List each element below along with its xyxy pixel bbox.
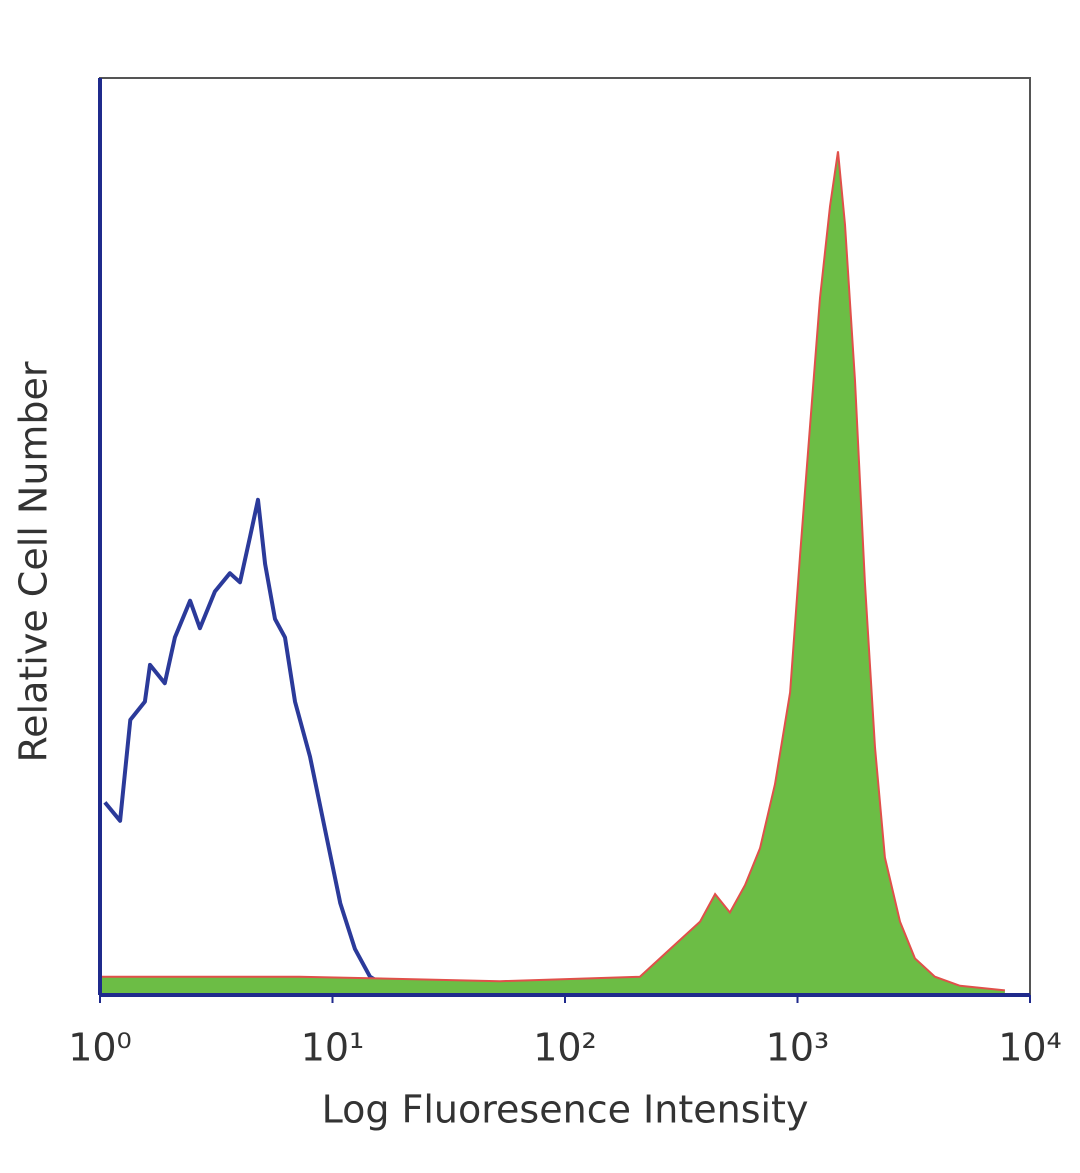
x-tick-label: 10⁰ [68,1026,132,1070]
histogram-fill [100,151,1005,995]
x-tick-label: 10² [533,1026,597,1070]
histogram-line [103,497,401,995]
x-axis-label: Log Fluoresence Intensity [322,1088,809,1132]
histogram-outline [100,151,1006,992]
x-tick-label: 10¹ [301,1026,365,1070]
y-axis-label: Relative Cell Number [12,361,56,762]
x-tick-label: 10³ [766,1026,830,1070]
plot-frame [99,77,1031,996]
x-tick-label: 10⁴ [998,1026,1062,1070]
